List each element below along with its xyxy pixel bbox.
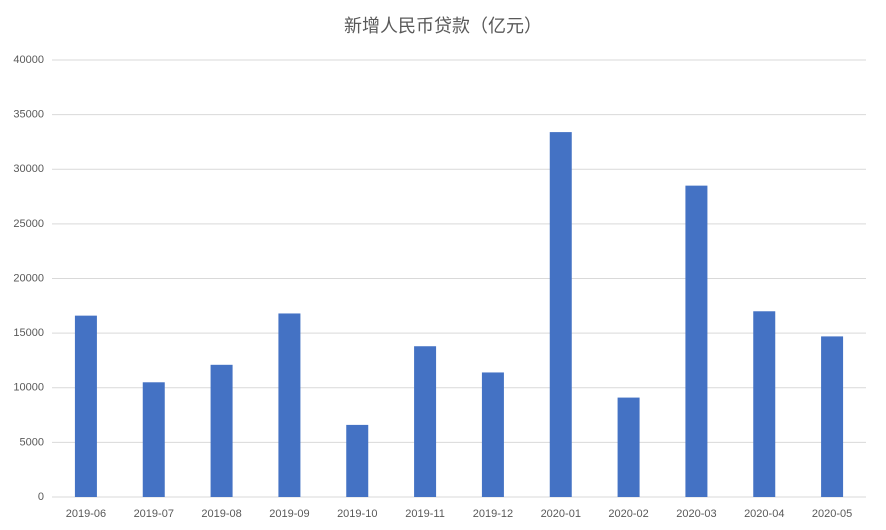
x-tick-label: 2019-07: [134, 508, 174, 520]
y-tick-label: 10000: [13, 382, 44, 394]
bar: [617, 397, 640, 497]
bar: [481, 372, 504, 497]
y-tick-label: 20000: [13, 272, 44, 284]
x-tick-label: 2020-03: [676, 508, 716, 520]
x-tick-label: 2020-01: [541, 508, 581, 520]
x-tick-label: 2019-11: [405, 508, 445, 520]
bar: [278, 313, 301, 497]
x-tick-label: 2019-10: [337, 508, 377, 520]
y-tick-label: 0: [38, 491, 44, 503]
x-tick-label: 2020-04: [744, 508, 784, 520]
bar: [142, 382, 165, 497]
y-tick-label: 30000: [13, 163, 44, 175]
y-tick-label: 15000: [13, 327, 44, 339]
bar: [549, 132, 572, 498]
bar: [414, 346, 437, 497]
chart-title: 新增人民币贷款（亿元）: [344, 16, 542, 36]
y-tick-label: 35000: [13, 109, 44, 121]
x-tick-label: 2020-05: [812, 508, 852, 520]
x-tick-label: 2019-08: [201, 508, 241, 520]
x-tick-label: 2019-09: [269, 508, 309, 520]
bar: [753, 311, 776, 497]
x-tick-label: 2019-06: [66, 508, 106, 520]
bar: [74, 315, 97, 497]
y-tick-label: 5000: [20, 436, 44, 448]
y-tick-label: 40000: [13, 54, 44, 66]
x-tick-label: 2019-12: [473, 508, 513, 520]
bar: [685, 185, 708, 497]
y-tick-label: 25000: [13, 218, 44, 230]
bar: [210, 364, 233, 497]
bar: [346, 424, 369, 497]
bar: [821, 336, 844, 497]
x-tick-label: 2020-02: [608, 508, 648, 520]
